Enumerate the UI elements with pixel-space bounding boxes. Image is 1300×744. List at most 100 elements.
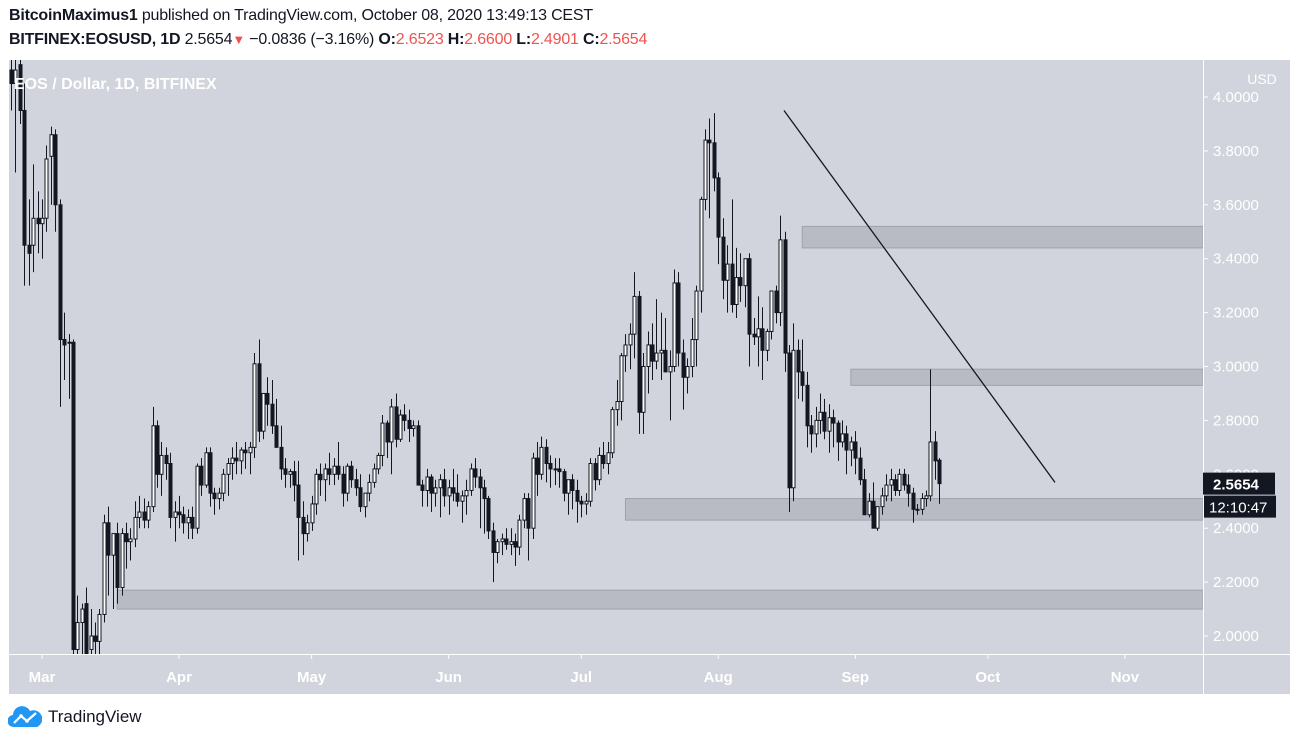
chart-container[interactable]: EOS / Dollar, 1D, BITFINEX USD 4.0000 3.800…: [0, 60, 1300, 694]
candle-up: [584, 500, 589, 505]
candle-up: [398, 414, 403, 440]
candle-down: [341, 473, 346, 494]
candle-down: [836, 422, 841, 443]
candle-up: [288, 471, 293, 475]
candle-up: [517, 519, 522, 548]
candle-down: [279, 446, 284, 470]
candle-up: [725, 263, 730, 281]
candle-down: [416, 425, 421, 486]
candle-up: [539, 446, 544, 475]
trendline[interactable]: [783, 110, 1056, 483]
price-tick-label: 3.8000: [1213, 143, 1259, 160]
candle-up: [217, 492, 222, 500]
candle-up: [734, 277, 739, 306]
candle-down: [535, 457, 540, 475]
candle-down: [402, 414, 407, 421]
time-tick-label: May: [297, 669, 327, 686]
candle-down: [478, 476, 483, 489]
currency-label: USD: [1247, 71, 1277, 87]
candle-up: [433, 487, 438, 494]
time-tick-label: Jul: [570, 669, 592, 686]
candle-down: [199, 465, 204, 486]
candle-down: [442, 479, 447, 497]
close-value: 2.5654: [599, 31, 648, 48]
candle-down: [168, 463, 173, 518]
candle-down: [707, 139, 712, 144]
candle-down: [933, 441, 938, 462]
close-label: C:: [582, 31, 600, 48]
candle-down: [862, 479, 867, 516]
price-tick-label: 3.4000: [1213, 251, 1259, 268]
time-tick-label: Apr: [166, 669, 192, 686]
candle-down: [593, 463, 598, 481]
candle-up: [791, 349, 796, 489]
price-tick-label: 2.8000: [1213, 412, 1259, 429]
candle-down: [663, 349, 668, 373]
candle-down: [730, 263, 735, 306]
candle-down: [385, 422, 390, 443]
high-label: H:: [447, 31, 465, 48]
candle-down: [181, 514, 186, 524]
candle-up: [411, 425, 416, 429]
candle-up: [323, 468, 328, 481]
candle-down: [844, 433, 849, 451]
candle-down: [208, 452, 213, 494]
low-value: 2.4901: [530, 31, 579, 48]
candle-down: [906, 484, 911, 494]
candle-up: [389, 406, 394, 443]
candle-up: [897, 473, 902, 491]
candle-up: [920, 498, 925, 510]
candle-up: [226, 463, 231, 475]
candle-down: [394, 406, 399, 440]
price-axis[interactable]: [1203, 60, 1290, 694]
support-resistance-zone[interactable]: [116, 589, 1203, 610]
brand-name[interactable]: TradingView: [48, 707, 142, 726]
candle-up: [840, 433, 845, 443]
candle-down: [407, 419, 412, 429]
candle-up: [447, 487, 452, 497]
candle-up: [756, 328, 761, 338]
candle-up: [849, 441, 854, 451]
plot-area[interactable]: [9, 60, 1203, 654]
candle-down: [805, 384, 810, 427]
candle-up: [128, 538, 133, 543]
candle-down: [513, 541, 518, 548]
candle-up: [305, 522, 310, 535]
candle-down: [473, 468, 478, 478]
candlestick-chart[interactable]: EOS / Dollar, 1D, BITFINEX USD 4.0000 3.800…: [0, 60, 1300, 694]
published-text: published on TradingView.com, October 08…: [137, 7, 593, 24]
candle-down: [601, 454, 606, 465]
candle-up: [49, 134, 54, 157]
time-axis[interactable]: [9, 654, 1203, 694]
candle-up: [151, 425, 156, 508]
candle-up: [146, 506, 151, 521]
candle-up: [924, 495, 929, 500]
candle-up: [646, 344, 651, 368]
candle-down: [712, 142, 717, 179]
candle-down: [747, 258, 752, 335]
candle-up: [566, 479, 571, 494]
author-name[interactable]: BitcoinMaximus1: [9, 7, 138, 24]
svg-text:2.5654: 2.5654: [1213, 477, 1260, 494]
candle-down: [752, 333, 757, 338]
candle-down: [84, 603, 89, 654]
candle-down: [349, 465, 354, 481]
candle-down: [482, 487, 487, 500]
candle-up: [376, 454, 381, 470]
down-triangle-icon: ▼: [232, 32, 246, 47]
support-resistance-zone[interactable]: [801, 225, 1203, 249]
candle-up: [641, 366, 646, 413]
support-resistance-zone[interactable]: [850, 368, 1203, 386]
candle-down: [544, 446, 549, 465]
candle-down: [420, 484, 425, 491]
price-tick-label: 2.2000: [1213, 574, 1259, 591]
candle-up: [173, 511, 178, 518]
candle-up: [248, 446, 253, 454]
candle-down: [327, 468, 332, 475]
candle-up: [769, 290, 774, 332]
candle-down: [455, 492, 460, 502]
time-tick-label: Nov: [1111, 669, 1140, 686]
time-tick-label: Sep: [842, 669, 870, 686]
candle-up: [133, 516, 138, 540]
symbol-info: BITFINEX:EOSUSD, 1D 2.5654▼ −0.0836 (−3.…: [9, 31, 647, 49]
